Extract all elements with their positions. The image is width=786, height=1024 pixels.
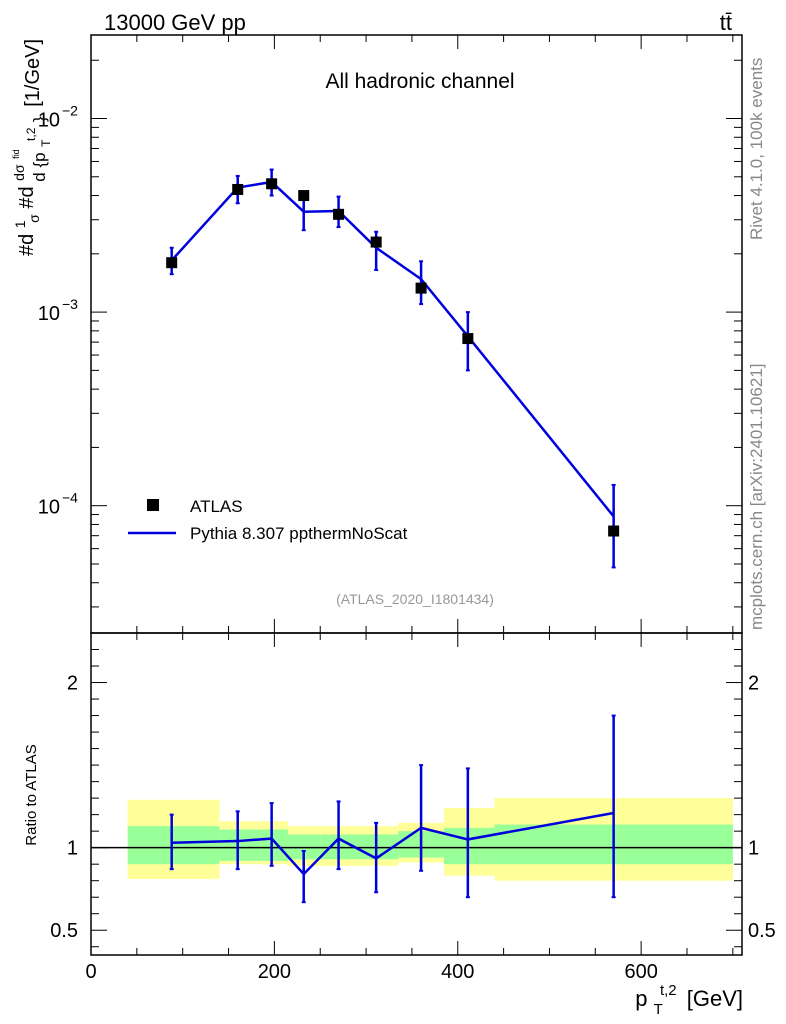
atlas-data-point [333, 208, 345, 220]
ratio-y-tick-label: 0.5 [50, 920, 78, 942]
mc-curve [170, 180, 615, 518]
xlabel-unit: [GeV] [687, 986, 743, 1011]
atlas-data-point [232, 183, 244, 195]
ylabel-frac2-den-sup: t,2 [24, 127, 38, 141]
ratio-tick-labels: 0.5 0.5 1 1 2 2 0 200 400 600 [50, 673, 776, 983]
main-y-tick-label: 10 [38, 303, 60, 325]
ylabel-frac1-num: 1 [12, 220, 28, 228]
main-y-tick-label: 10 [38, 497, 60, 519]
ratio-y-tick-label-right: 2 [748, 673, 759, 695]
ratio-y-tick-label-right: 1 [748, 838, 759, 860]
atlas-data-point [166, 257, 178, 269]
mcplots-reference-label: mcplots.cern.ch [arXiv:2401.10621] [747, 364, 766, 630]
legend-atlas-label: ATLAS [190, 497, 243, 516]
main-plot-frame [90, 34, 743, 634]
ratio-y-tick-label: 1 [67, 838, 78, 860]
ratio-uncertainty-bands [127, 798, 733, 881]
x-axis-label: p T t,2 [GeV] [635, 975, 743, 1019]
x-tick-label: 600 [624, 961, 657, 983]
ratio-band-inner [444, 827, 495, 865]
ratio-band-inner [127, 826, 220, 865]
ratio-band-inner [260, 829, 289, 861]
main-axis-ticks [90, 35, 742, 633]
legend-mc-label: Pythia 8.307 ppthermNoScat [190, 524, 408, 543]
atlas-data-point [608, 525, 620, 537]
main-y-axis-label: #d 1 σ #d dσ fid d {p T t,2 } [1/GeV] [2, 39, 55, 256]
ylabel-part-d2: #d [16, 186, 38, 208]
legend: ATLAS Pythia 8.307 ppthermNoScat [128, 497, 408, 543]
x-tick-label: 200 [258, 961, 291, 983]
atlas-data-point [370, 236, 382, 248]
ratio-y-tick-label-right: 0.5 [748, 920, 776, 942]
main-panel: 10−210−310−4 All hadronic channel (ATLAS… [2, 34, 743, 634]
header-process-label: tt̄ [720, 10, 732, 35]
ratio-panel: 0.5 0.5 1 1 2 2 0 200 400 600 Ratio to ATLAS p T … [23, 632, 776, 1019]
ratio-axis-ticks [90, 633, 742, 955]
x-tick-label: 0 [85, 961, 96, 983]
atlas-data-markers [166, 178, 620, 537]
ratio-band-inner [219, 829, 261, 861]
analysis-watermark: (ATLAS_2020_I1801434) [336, 591, 494, 607]
header-energy-label: 13000 GeV pp [104, 10, 246, 35]
ylabel-frac2-den: d {p [30, 152, 49, 181]
main-y-tick-exponent: −4 [62, 490, 78, 506]
ylabel-frac2-den-end: } [30, 116, 49, 122]
atlas-data-point [298, 190, 310, 202]
ratio-y-axis-label: Ratio to ATLAS [23, 744, 40, 845]
main-y-tick-label: 10 [38, 110, 60, 132]
x-tick-label: 400 [441, 961, 474, 983]
atlas-data-point [415, 282, 427, 294]
main-chart-title: All hadronic channel [325, 70, 514, 93]
xlabel-p: p [635, 986, 647, 1011]
ylabel-unit: [1/GeV] [22, 39, 44, 107]
atlas-data-point [462, 333, 474, 345]
main-y-tick-exponent: −3 [62, 296, 78, 312]
ylabel-frac2-den-sub: T [39, 139, 53, 147]
ylabel-frac1-den: σ [26, 214, 42, 223]
xlabel-sup: t,2 [660, 982, 677, 999]
atlas-data-point [266, 178, 278, 190]
legend-atlas-marker [147, 499, 159, 511]
main-y-tick-labels: 10−210−310−4 [38, 103, 78, 519]
main-y-tick-exponent: −2 [62, 103, 78, 119]
ylabel-frac2-num-sup: fid [11, 149, 21, 159]
xlabel-sub: T [654, 1001, 663, 1018]
ylabel-part-d1: #d [16, 234, 38, 256]
mc-ratio-series [169, 714, 616, 904]
ylabel-frac2-num: dσ [11, 164, 27, 181]
svg-text:#d 1 σ: #d 1 σ #d dσ fid d {p T t,2 } [1/GeV] [2, 39, 55, 256]
ratio-plot-frame [90, 632, 743, 956]
ratio-y-tick-label: 2 [67, 673, 78, 695]
rivet-version-label: Rivet 4.1.0, 100k events [747, 58, 766, 240]
